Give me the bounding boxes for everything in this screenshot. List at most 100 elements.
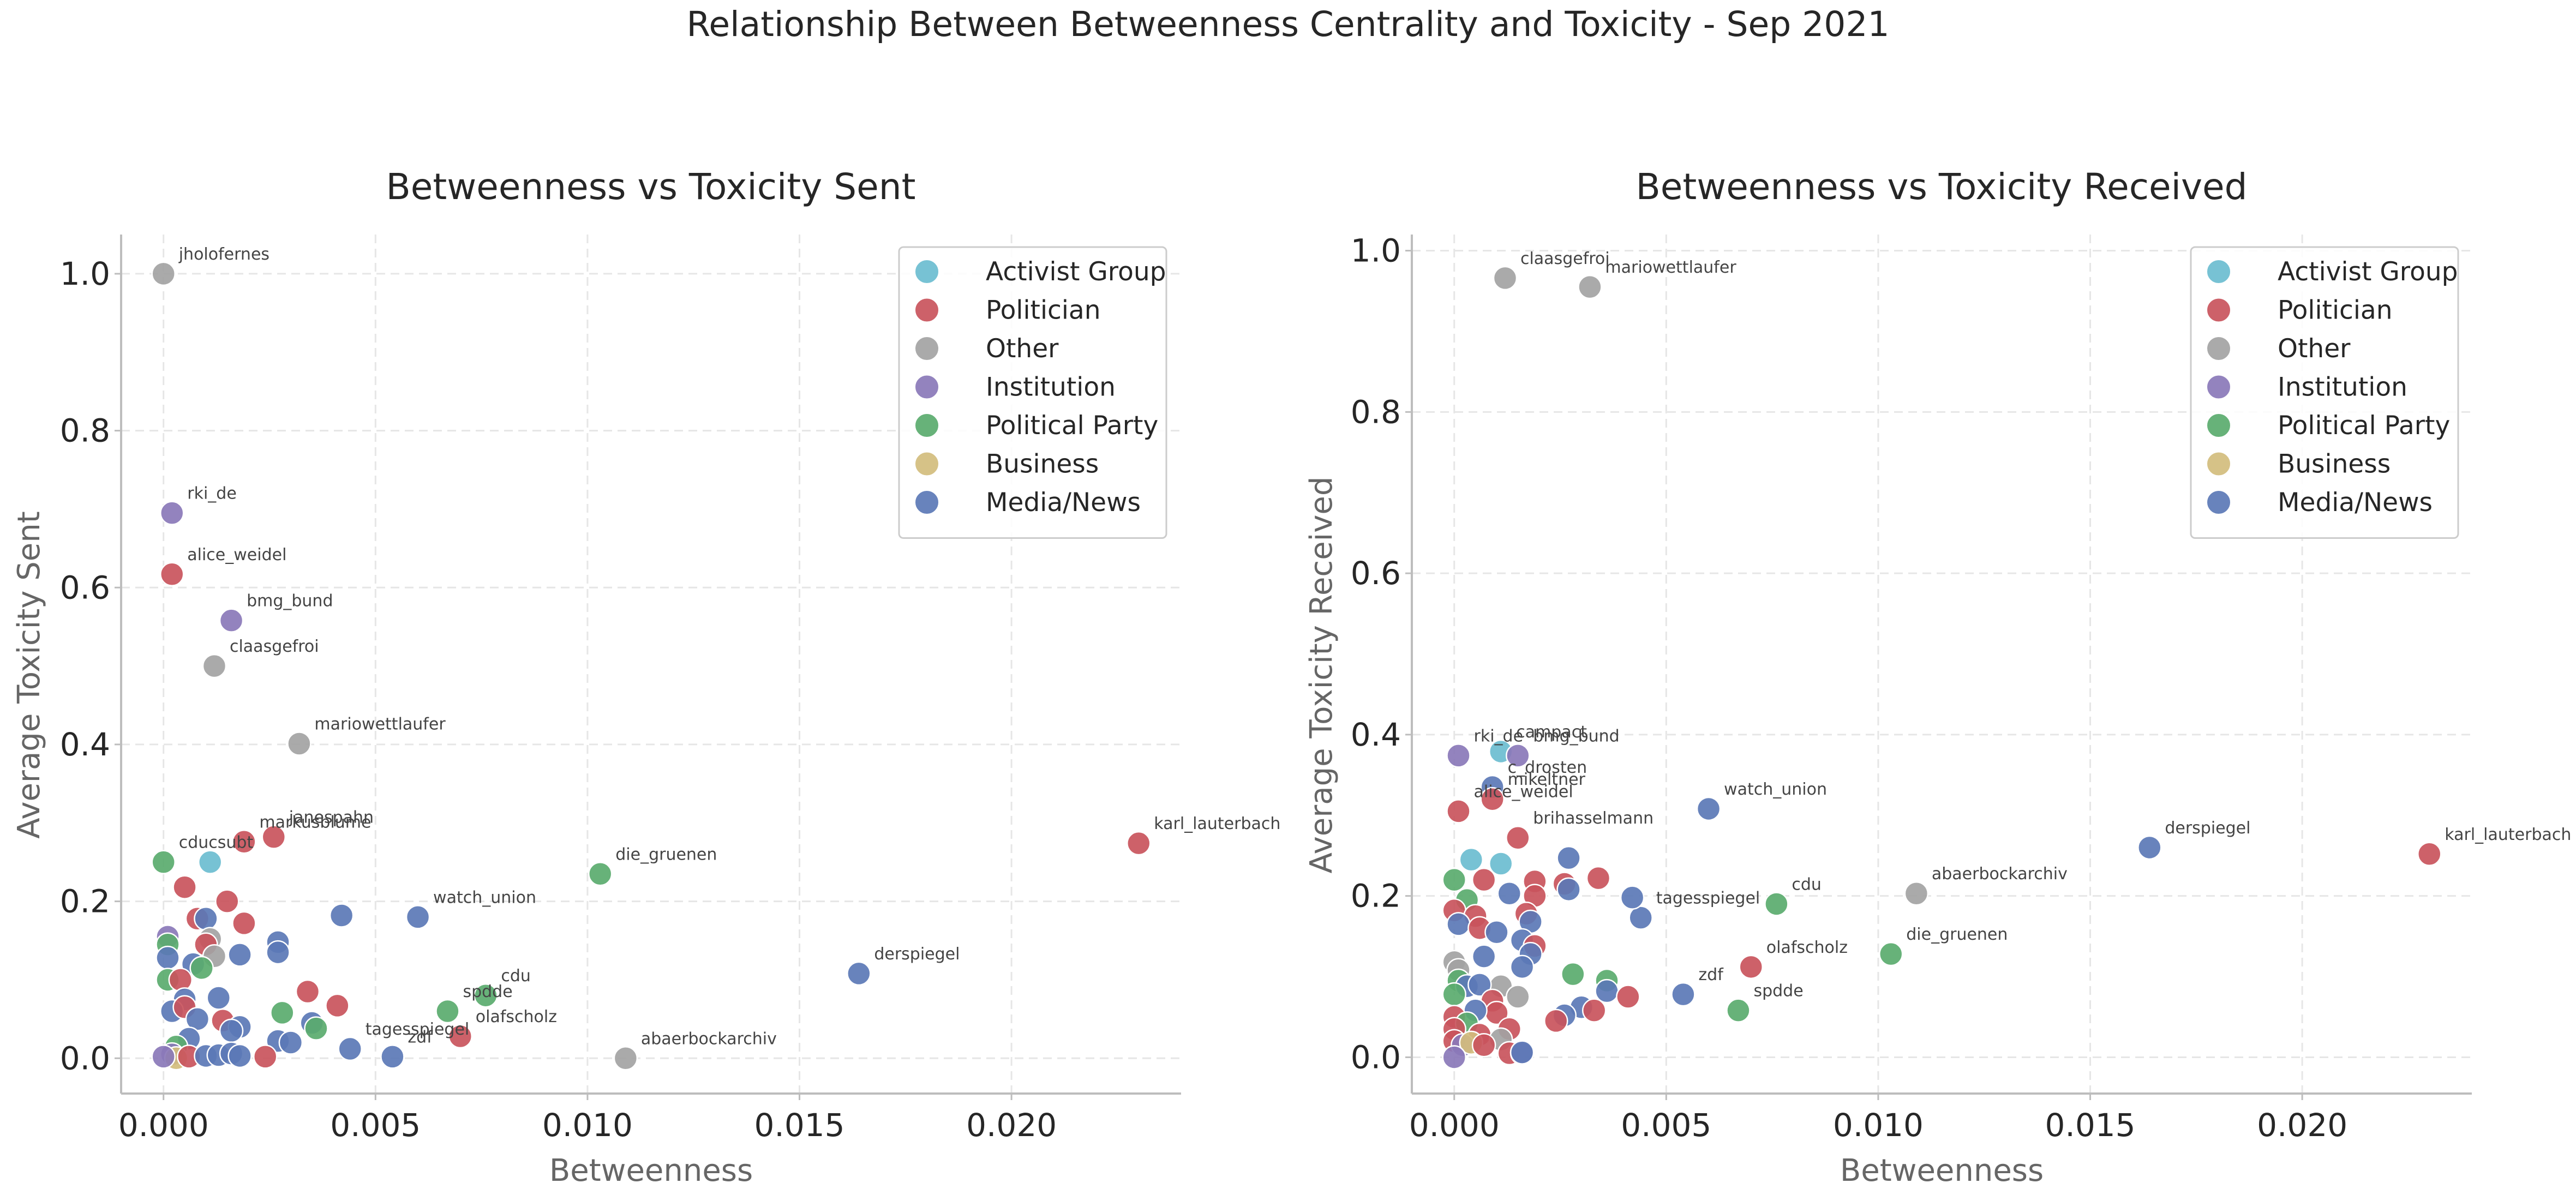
legend: Activist Group Politician Other Institution… [898,246,1167,539]
data-point [194,906,218,931]
data-point [266,940,290,965]
data-point-watch-union [1696,796,1721,821]
data-point [329,903,354,928]
legend-marker-activist-group [2206,259,2231,284]
data-point-claasgefroi [202,653,227,678]
data-point-die-gruenen [588,862,613,886]
legend-marker-media-news [2206,490,2231,515]
y-tick-label: 0.6 [1351,555,1401,592]
data-point-mikeltner [1480,786,1505,812]
data-point-mariowettlaufer [287,731,311,756]
point-label-cdu: cdu [501,966,531,986]
data-point [155,945,180,970]
point-label-rki-de: rki_de [187,484,237,503]
data-point-markusblume [232,830,256,854]
legend-label-business: Business [986,449,1099,479]
data-point-watch-union [405,905,430,929]
figure-title: Relationship Between Betweenness Central… [686,4,1890,44]
data-point-rki-de [160,501,184,525]
data-point-olafscholz [448,1024,473,1049]
data-point [1471,944,1496,969]
data-point [1509,1040,1535,1065]
point-label-karl-lauterbach: karl_lauterbach [1154,814,1280,833]
data-point-abaerbockarchiv [613,1046,638,1071]
legend-label-activist-group: Activist Group [986,257,1166,287]
data-points [151,261,1151,1071]
x-tick-label: 0.000 [118,1107,209,1144]
x-tick-label: 0.010 [1833,1107,1924,1144]
legend-marker-other [914,336,939,361]
data-point-mariowettlaufer [1578,274,1602,299]
chart-title: Betweenness vs Toxicity Sent [386,166,916,208]
point-label-tagesspiegel: tagesspiegel [366,1020,470,1039]
data-point-zdf [380,1044,405,1069]
data-point-alice-weidel [1446,799,1471,824]
data-point-bmg-bund [1506,743,1530,768]
y-axis-label: Average Toxicity Sent [11,511,47,838]
data-point [1471,867,1496,892]
y-tick-label: 0.0 [60,1040,110,1077]
legend-marker-politician [2206,297,2231,323]
data-point [1561,962,1585,987]
data-point [197,850,223,874]
data-point-die-gruenen [1878,941,1903,966]
scatter-chart-toxicity-received: 0.000 0.005 0.010 0.015 0.020 0.0 0.2 0.4 0.6 0.8… [1304,166,2571,1188]
point-label-karl-lauterbach: karl_lauterbach [2445,825,2571,844]
point-label-die-gruenen: die_gruenen [1906,925,2008,944]
data-point [1497,881,1522,906]
point-label-cducsubt: cducsubt [179,833,254,852]
data-point [151,1044,176,1069]
point-label-spdde: spdde [463,982,512,1001]
data-point-alice-weidel [160,562,184,587]
x-tick-label: 0.020 [2257,1107,2347,1144]
point-label-bmg-bund: bmg_bund [247,592,333,611]
data-point [278,1030,303,1055]
y-tick-label: 0.2 [60,883,110,920]
point-label-spdde: spdde [1753,982,1803,1001]
data-point-zdf [1671,982,1696,1007]
data-point [1543,1008,1568,1034]
x-tick-label: 0.010 [542,1107,633,1144]
data-point [1488,851,1513,876]
data-point [227,942,252,967]
y-tick-label: 0.4 [60,726,110,763]
point-label-olafscholz: olafscholz [1766,938,1848,957]
point-label-tagesspiegel: tagesspiegel [1656,889,1760,908]
legend-marker-business [2206,451,2231,477]
data-point [1484,920,1509,945]
data-points [1442,266,2442,1070]
legend-label-political-party: Political Party [986,411,1158,441]
data-point-spdde [1726,998,1751,1023]
point-label-abaerbockarchiv: abaerbockarchiv [1932,864,2068,884]
x-axis-label: Betweenness [549,1153,753,1188]
x-tick-label: 0.000 [1409,1107,1500,1144]
point-label-mikeltner: mikeltner [1508,770,1586,789]
point-label-watch-union: watch_union [1724,780,1827,799]
point-labels: claasgefroimariowettlauferrki_decampactb… [1473,249,2571,1001]
data-point [232,911,256,936]
data-point-bmg-bund [219,608,244,633]
legend-marker-political-party [914,413,939,438]
point-label-brihasselmann: brihasselmann [1533,809,1654,828]
data-point [270,1000,295,1025]
point-label-rki-de: rki_de [1473,726,1523,746]
data-point [1506,984,1530,1009]
point-label-campact: campact [1516,723,1587,742]
data-point [1467,972,1492,997]
data-point [1442,867,1466,892]
chart-title: Betweenness vs Toxicity Received [1636,166,2247,208]
data-point [304,1016,328,1041]
data-point-jholofernes [151,261,176,286]
y-tick-label: 1.0 [60,255,110,292]
point-label-mariowettlaufer: mariowettlaufer [1605,258,1736,277]
data-point [1459,847,1484,872]
data-point-karl-lauterbach [2417,842,2442,867]
point-label-zdf: zdf [408,1028,433,1047]
data-point [189,956,214,981]
point-labels: jholofernes rki_de alice_weidel bmg_bundcla… [178,245,1281,1048]
data-point-abaerbockarchiv [1904,881,1929,906]
legend-marker-institution [2206,374,2231,400]
point-label-die-gruenen: die_gruenen [615,845,717,864]
data-point [1595,978,1619,1004]
